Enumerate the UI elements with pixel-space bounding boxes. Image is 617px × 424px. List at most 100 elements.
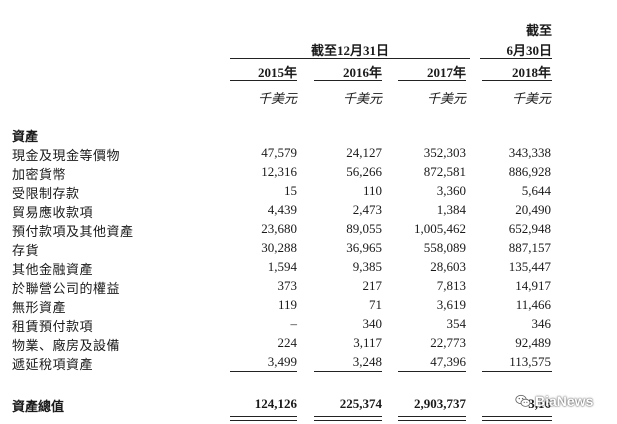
cell-2015: 373 bbox=[277, 278, 298, 293]
table-row: 預付款項及其他資產 23,680 89,055 1,005,462 652,94… bbox=[0, 221, 617, 240]
total-row: 資產總值 124,126 225,374 2,903,737 3,16 bbox=[0, 396, 617, 416]
table-row: 於聯營公司的權益 373 217 7,813 14,917 bbox=[0, 278, 617, 297]
total-label: 資產總值 bbox=[12, 399, 65, 414]
cell-2016: 3,248 bbox=[352, 354, 382, 369]
cell-2016: 36,965 bbox=[346, 240, 382, 255]
bianews-watermark: BiaNews bbox=[515, 393, 593, 409]
row-label: 貿易應收款項 bbox=[12, 205, 94, 220]
cell-2017: 1,005,462 bbox=[414, 221, 466, 236]
cell-2018: 11,466 bbox=[515, 297, 551, 312]
subtotal-rule-2016 bbox=[314, 371, 382, 372]
section-title-assets: 資產 bbox=[12, 129, 39, 144]
total-double-rule-2016 bbox=[314, 416, 382, 421]
cell-2015: 47,579 bbox=[261, 145, 297, 160]
cell-2017: 352,303 bbox=[423, 145, 466, 160]
cell-2016: 340 bbox=[362, 316, 383, 331]
subtotal-rule-2015 bbox=[230, 371, 297, 372]
table-row: 受限制存款 15 110 3,360 5,644 bbox=[0, 183, 617, 202]
cell-2016: 110 bbox=[362, 183, 382, 198]
row-label: 於聯營公司的權益 bbox=[12, 281, 121, 296]
unit-label-2016: 千美元 bbox=[342, 91, 382, 106]
total-2017: 2,903,737 bbox=[414, 396, 466, 411]
cell-2018: 346 bbox=[531, 316, 552, 331]
cell-2015: 119 bbox=[277, 297, 297, 312]
row-label: 存貨 bbox=[12, 243, 40, 258]
table-row: 物業、廠房及設備 224 3,117 22,773 92,489 bbox=[0, 335, 617, 354]
cell-2017: 7,813 bbox=[436, 278, 466, 293]
group-header-rule bbox=[230, 58, 470, 59]
cell-2018: 135,447 bbox=[508, 259, 551, 274]
cell-2015: 4,439 bbox=[267, 202, 297, 217]
table-row: 其他金融資產 1,594 9,385 28,603 135,447 bbox=[0, 259, 617, 278]
table-row: 貿易應收款項 4,439 2,473 1,384 20,490 bbox=[0, 202, 617, 221]
cell-2017: 558,089 bbox=[423, 240, 466, 255]
year-rule-2018 bbox=[482, 80, 552, 81]
cell-2018: 886,928 bbox=[508, 164, 551, 179]
table-row: 無形資產 119 71 3,619 11,466 bbox=[0, 297, 617, 316]
cell-2016: 56,266 bbox=[346, 164, 382, 179]
cell-2017: 22,773 bbox=[430, 335, 466, 350]
cell-2018: 5,644 bbox=[521, 183, 551, 198]
cell-2018: 887,157 bbox=[508, 240, 551, 255]
date-group-header: 截至12月31日 bbox=[310, 43, 389, 58]
total-double-rule-2015 bbox=[230, 416, 297, 421]
year-rule-2017 bbox=[398, 80, 466, 81]
asof-header-rule bbox=[480, 58, 552, 59]
cell-2016: 3,117 bbox=[353, 335, 382, 350]
total-2018: 3,16 bbox=[528, 396, 551, 411]
cell-2018: 14,917 bbox=[515, 278, 551, 293]
cell-2018: 652,948 bbox=[508, 221, 551, 236]
asof-header-line2: 6月30日 bbox=[506, 43, 552, 58]
total-2015: 124,126 bbox=[254, 396, 297, 411]
row-label: 無形資產 bbox=[12, 300, 67, 315]
cell-2018: 343,338 bbox=[508, 145, 551, 160]
year-header-2016: 2016年 bbox=[342, 65, 382, 80]
total-double-rule-2017 bbox=[398, 416, 466, 421]
row-label: 現金及現金等價物 bbox=[12, 148, 121, 163]
table-row: 租賃預付款項 – 340 354 346 bbox=[0, 316, 617, 335]
cell-2017: 1,384 bbox=[436, 202, 466, 217]
row-label: 受限制存款 bbox=[12, 186, 80, 201]
cell-2017: 3,619 bbox=[436, 297, 466, 312]
cell-2018: 92,489 bbox=[515, 335, 551, 350]
total-double-rule-2018 bbox=[482, 416, 552, 421]
cell-2017: 28,603 bbox=[430, 259, 466, 274]
cell-2016: 89,055 bbox=[346, 221, 382, 236]
cell-2016: 24,127 bbox=[346, 145, 382, 160]
year-rule-2015 bbox=[230, 80, 297, 81]
cell-2018: 20,490 bbox=[515, 202, 551, 217]
table-row: 加密貨幣 12,316 56,266 872,581 886,928 bbox=[0, 164, 617, 183]
total-2016: 225,374 bbox=[339, 396, 382, 411]
cell-2015: 224 bbox=[277, 335, 298, 350]
cell-2017: 47,396 bbox=[430, 354, 466, 369]
cell-2018: 113,575 bbox=[509, 354, 551, 369]
row-label: 預付款項及其他資產 bbox=[12, 224, 134, 239]
unit-label-2018: 千美元 bbox=[511, 91, 551, 106]
year-header-2017: 2017年 bbox=[426, 65, 466, 80]
cell-2015: 23,680 bbox=[261, 221, 297, 236]
cell-2015: 12,316 bbox=[261, 164, 297, 179]
wechat-icon bbox=[515, 394, 531, 407]
cell-2015: 1,594 bbox=[267, 259, 297, 274]
unit-label-2015: 千美元 bbox=[257, 91, 297, 106]
cell-2015: 3,499 bbox=[267, 354, 297, 369]
cell-2015: 15 bbox=[284, 183, 297, 198]
cell-2016: 217 bbox=[362, 278, 383, 293]
cell-2016: 2,473 bbox=[352, 202, 382, 217]
subtotal-rule-2017 bbox=[398, 371, 466, 372]
cell-2017: 354 bbox=[446, 316, 467, 331]
row-label: 物業、廠房及設備 bbox=[12, 338, 121, 353]
cell-2017: 3,360 bbox=[436, 183, 466, 198]
table-row: 現金及現金等價物 47,579 24,127 352,303 343,338 bbox=[0, 145, 617, 164]
year-header-2018: 2018年 bbox=[511, 65, 551, 80]
unit-label-2017: 千美元 bbox=[426, 91, 466, 106]
cell-2017: 872,581 bbox=[423, 164, 466, 179]
watermark-text: BiaNews bbox=[535, 393, 594, 409]
year-rule-2016 bbox=[314, 80, 382, 81]
table-row: 存貨 30,288 36,965 558,089 887,157 bbox=[0, 240, 617, 259]
cell-2015: 30,288 bbox=[261, 240, 297, 255]
row-label: 遞延稅項資產 bbox=[12, 357, 94, 372]
table-row: 遞延稅項資產 3,499 3,248 47,396 113,575 bbox=[0, 354, 617, 373]
subtotal-rule-2018 bbox=[482, 371, 552, 372]
